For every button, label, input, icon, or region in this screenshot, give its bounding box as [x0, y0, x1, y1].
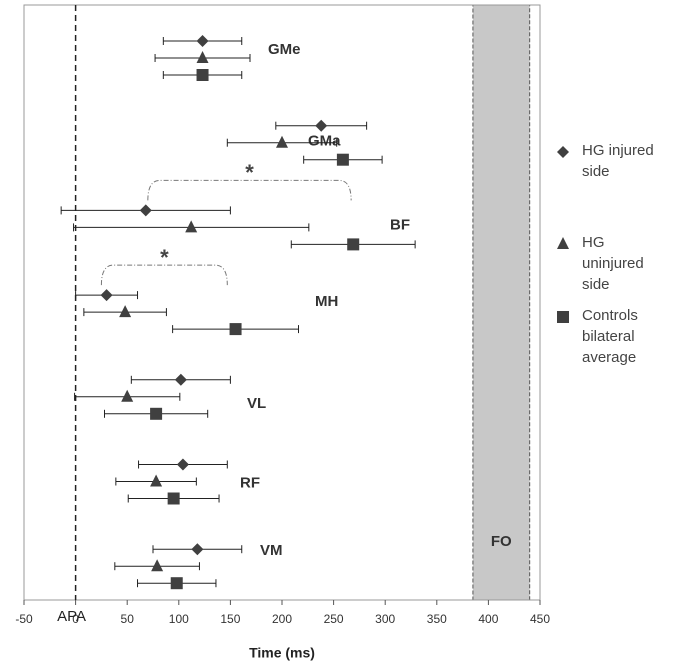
square-marker — [557, 311, 569, 323]
significance-bracket — [100, 264, 228, 286]
x-tick-label: 100 — [169, 612, 189, 626]
triangle-marker — [276, 135, 288, 148]
legend-item: Controls bilateral average — [554, 305, 669, 368]
diamond-marker — [174, 373, 187, 386]
diamond-marker — [191, 543, 204, 556]
triangle-marker — [557, 237, 569, 249]
plot-frame — [23, 4, 541, 601]
diamond-marker — [176, 458, 189, 471]
diamond-marker — [557, 146, 569, 158]
square-marker — [347, 238, 360, 251]
significance-label: * — [245, 160, 254, 185]
legend-marker — [557, 311, 569, 323]
category-label: BF — [390, 216, 410, 233]
triangle-marker — [121, 389, 134, 402]
significance-bracket — [147, 179, 352, 201]
x-tick-label: 400 — [478, 612, 498, 626]
triangle-marker — [185, 220, 198, 233]
x-tick-label: 0 — [72, 612, 79, 626]
category-label: MH — [315, 293, 338, 310]
x-tick-label: 200 — [272, 612, 292, 626]
category-label: GMa — [308, 133, 341, 150]
x-tick-label: 350 — [427, 612, 447, 626]
square-marker — [167, 492, 180, 505]
category-label: VL — [247, 395, 266, 412]
significance-label: * — [160, 245, 169, 270]
square-marker — [150, 407, 163, 420]
shaded-region-label: FO — [491, 533, 512, 550]
category-label: GMe — [268, 41, 301, 58]
triangle-marker — [196, 51, 209, 63]
category-label: RF — [240, 474, 260, 491]
legend-item: HG uninjured side — [554, 232, 669, 295]
legend-marker — [557, 237, 569, 249]
square-marker — [336, 153, 349, 166]
x-tick-label: 300 — [375, 612, 395, 626]
square-marker — [196, 69, 209, 81]
triangle-marker — [119, 305, 132, 318]
x-tick-label: -50 — [15, 612, 33, 626]
square-marker — [170, 577, 183, 590]
legend-marker — [557, 146, 569, 158]
x-axis-title: Time (ms) — [249, 645, 315, 661]
square-marker — [229, 323, 242, 336]
diamond-marker — [196, 35, 209, 47]
x-tick-label: 150 — [220, 612, 240, 626]
diamond-marker — [100, 289, 113, 302]
shaded-region — [472, 4, 531, 601]
legend-label: HG injured side — [582, 142, 654, 180]
reference-line-label: APA — [57, 608, 86, 625]
triangle-marker — [150, 474, 163, 487]
x-tick-label: 250 — [324, 612, 344, 626]
x-tick-label: 450 — [530, 612, 550, 626]
category-label: VM — [260, 542, 283, 559]
x-tick-label: 50 — [121, 612, 135, 626]
legend-label: HG uninjured side — [582, 234, 644, 293]
legend-label: Controls bilateral average — [582, 307, 638, 366]
diamond-marker — [139, 204, 152, 217]
legend-item: HG injured side — [554, 140, 669, 182]
triangle-marker — [151, 559, 164, 572]
diamond-marker — [315, 119, 328, 132]
